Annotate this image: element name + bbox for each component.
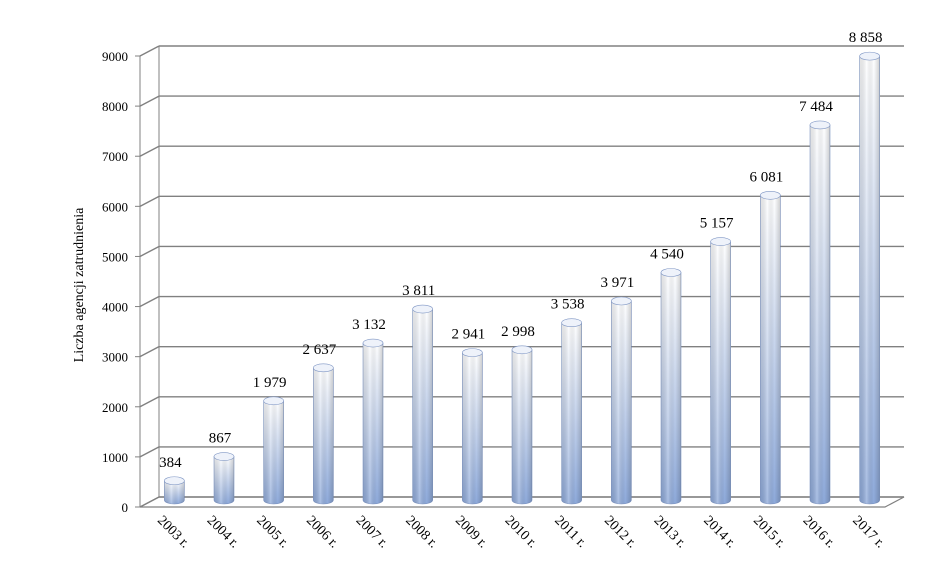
data-label: 4 540: [650, 246, 684, 262]
data-label: 3 971: [600, 275, 634, 291]
bar: [164, 476, 185, 505]
x-tick-label: 2012 r.: [601, 513, 639, 551]
bar-shading: [214, 456, 234, 504]
x-tick-label: 2013 r.: [651, 513, 689, 551]
bar-top: [859, 51, 880, 61]
bar: [809, 120, 831, 505]
bar-top: [561, 318, 582, 328]
bar: [611, 296, 632, 505]
bar: [660, 268, 682, 505]
bar-shading: [710, 241, 731, 504]
bar-top: [412, 304, 433, 314]
bar: [313, 363, 334, 505]
data-label: 2 637: [302, 342, 336, 358]
gridline-diagonal: [139, 195, 160, 207]
data-label: 867: [209, 431, 232, 447]
x-tick-label: 2014 r.: [700, 513, 738, 551]
x-tick-label: 2016 r.: [800, 513, 838, 551]
data-label: 1 979: [253, 375, 287, 391]
data-label: 6 081: [749, 169, 783, 185]
bar-top: [462, 348, 483, 357]
x-tick-label: 2004 r.: [204, 513, 242, 551]
floor: [139, 496, 905, 508]
x-tick-label: 2006 r.: [303, 513, 341, 551]
bar-shading: [363, 343, 383, 504]
bar-shading: [462, 352, 483, 504]
x-tick-label: 2005 r.: [253, 513, 291, 551]
bar-shading: [164, 480, 185, 504]
bar: [511, 345, 533, 505]
y-tick-label: 1000: [102, 450, 128, 465]
data-label: 384: [159, 455, 182, 471]
gridline-diagonal: [139, 346, 160, 358]
y-tick-label: 3000: [102, 350, 128, 365]
gridline-diagonal: [139, 295, 160, 308]
y-tick-label: 7000: [102, 149, 128, 164]
y-tick-label: 6000: [102, 199, 128, 214]
x-tick-label: 2011 r.: [551, 513, 589, 551]
bar-shading: [561, 322, 582, 504]
x-tick-label: 2017 r.: [849, 513, 887, 551]
bar-shading: [810, 124, 830, 504]
x-tick-label: 2007 r.: [353, 513, 391, 551]
bar: [263, 396, 284, 505]
bar: [561, 318, 582, 505]
bar: [362, 338, 384, 505]
data-label: 8 858: [849, 30, 883, 46]
axes: [135, 46, 905, 508]
bar: [462, 348, 483, 505]
x-tick-label: 2008 r.: [402, 513, 440, 551]
bar-top: [263, 396, 284, 406]
bar-shading: [661, 272, 681, 504]
bar-shading: [263, 400, 284, 504]
y-tick-label: 9000: [102, 49, 128, 64]
bars: [164, 51, 880, 505]
bar-shading: [412, 309, 433, 504]
bar-top: [809, 120, 831, 130]
bar: [710, 237, 731, 505]
bar: [213, 452, 235, 505]
x-tick-label: 2003 r.: [154, 513, 192, 551]
bar-top: [164, 476, 185, 486]
bar-top: [710, 237, 731, 246]
bar-top: [660, 268, 682, 277]
bar-shading: [313, 367, 334, 504]
bar: [760, 190, 781, 505]
data-label: 3 538: [551, 297, 585, 313]
y-tick-label: 2000: [102, 400, 128, 415]
bar: [412, 304, 433, 505]
x-tick-label: 2010 r.: [502, 513, 540, 551]
gridline-diagonal: [139, 245, 160, 258]
y-axis-title: Liczba agencji zatrudnienia: [72, 207, 87, 362]
x-tick-label: 2009 r.: [452, 513, 490, 551]
data-label: 2 941: [451, 327, 485, 343]
y-tick-label: 0: [122, 500, 129, 515]
gridline-diagonal: [139, 95, 160, 107]
data-label: 5 157: [700, 216, 734, 232]
bar-shading: [611, 301, 632, 504]
data-label: 7 484: [799, 99, 833, 115]
y-tick-label: 5000: [102, 249, 128, 264]
gridline-diagonal: [139, 45, 160, 57]
data-label: 2 998: [501, 324, 535, 340]
bar-shading: [512, 349, 532, 504]
gridline-diagonal: [139, 145, 160, 157]
bar: [859, 51, 880, 505]
x-tick-label: 2015 r.: [750, 513, 788, 551]
bar-top: [313, 363, 334, 373]
bar-top: [760, 190, 781, 200]
gridline-diagonal: [139, 446, 160, 458]
bar-shading: [859, 56, 880, 504]
y-tick-label: 4000: [102, 300, 128, 315]
data-label: 3 132: [352, 317, 386, 333]
y-tick-label: 8000: [102, 99, 128, 114]
bar-top: [611, 296, 632, 306]
bar-top: [362, 338, 384, 348]
data-label: 3 811: [402, 283, 435, 299]
gridline-diagonal: [139, 396, 160, 408]
bar-shading: [760, 195, 781, 504]
bar-top: [511, 345, 533, 355]
bar-top: [213, 452, 235, 461]
